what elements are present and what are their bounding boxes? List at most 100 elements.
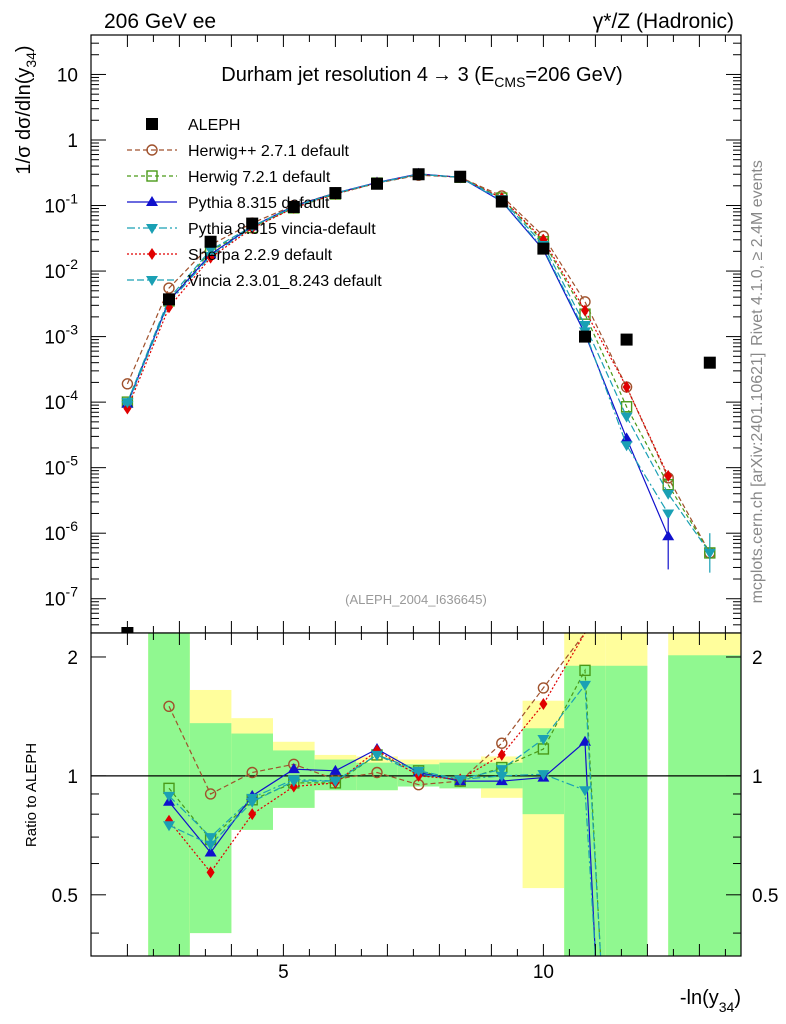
ratio-point-5-2-shape (246, 797, 259, 808)
legend-marker-5 (148, 248, 156, 260)
data-point-2 (204, 235, 217, 248)
series-point-5-2 (204, 245, 217, 256)
main-panel (91, 35, 741, 633)
ratio-point-3-8 (495, 771, 508, 782)
series-point-4-0 (123, 402, 132, 415)
data-point-11 (579, 330, 591, 343)
series-point-0-0 (121, 378, 134, 390)
ratio-frame: 0.5 0.5 1 1 2 2 5 10 (52, 632, 778, 983)
ratio-band-green-1 (189, 723, 232, 934)
ratio-point-4-8 (497, 748, 506, 761)
legend-marker-3 (146, 196, 158, 206)
data-point-5 (329, 187, 342, 200)
ratio-point-5-7 (454, 775, 467, 786)
ratio-band-green-11 (605, 665, 648, 956)
ratio-line-4 (168, 632, 586, 874)
legend-label-3: Pythia 8.315 default (188, 195, 330, 212)
ratio-axis-label: Ratio to ALEPH (23, 743, 40, 847)
ratio-point-2-1 (204, 846, 217, 857)
ratio-point-0-8 (496, 737, 508, 749)
data-point-13 (703, 356, 716, 369)
legend-label-4: Pythia 8.315 vincia-default (188, 221, 376, 238)
analysis-tag: (ALEPH_2004_I636645) (345, 592, 487, 607)
legend-label-0: ALEPH (188, 117, 240, 134)
ratio-band-green-10 (564, 665, 606, 956)
legend-label-2: Herwig 7.2.1 default (188, 169, 331, 186)
ratio-point-5-8-shape (495, 765, 508, 776)
ratio-point-3-9 (537, 770, 550, 781)
ratio-line-0 (168, 632, 586, 795)
ratio-point-5-2 (246, 797, 259, 808)
data-point-12 (620, 333, 633, 346)
series-point-0-1 (163, 282, 175, 294)
y-tick-label-4: 10-3 (44, 322, 78, 349)
series-point-2-12 (620, 432, 633, 443)
legend-marker-6-shape (146, 276, 158, 286)
ratio-point-2-4 (329, 764, 342, 775)
series-point-4-13 (664, 469, 673, 482)
ratio-point-5-9 (537, 734, 550, 745)
ratio-point-5-5 (371, 750, 383, 761)
ratio-point-5-6-shape (412, 766, 425, 777)
series-line-5 (126, 173, 711, 554)
ratio-point-5-8 (495, 765, 508, 776)
legend-label-1: Herwig++ 2.7.1 default (188, 143, 350, 160)
ratio-point-5-4-shape (329, 777, 342, 788)
series-line-2 (126, 173, 669, 537)
y-axis-label: 1/σ dσ/dln(y34) (13, 45, 39, 174)
ratio-border (90, 632, 742, 957)
ratio-point-5-10 (579, 680, 591, 691)
series-point-5-12-shape (620, 412, 633, 423)
legend-marker-6 (146, 276, 158, 286)
data-point-6 (371, 177, 383, 190)
y-tick-label-8: 10 (57, 65, 78, 86)
ratio-point-5-1-shape (204, 840, 217, 851)
data-point-9 (495, 195, 508, 208)
mcplots-label: mcplots.cern.ch [arXiv:2401.10621] (749, 353, 766, 604)
x-tick-label-0: 5 (278, 962, 289, 983)
ratio-tick-label-right-1: 1 (752, 767, 763, 788)
series-line-1 (126, 173, 711, 554)
legend-label-6: Vincia 2.3.01_8.243 default (188, 273, 382, 290)
series-point-5-13 (662, 489, 675, 500)
data-point-4 (287, 200, 300, 213)
y-tick-label-5: 10-2 (44, 256, 78, 283)
legend-marker-4 (146, 224, 158, 234)
y-tick-label-0: 10-7 (44, 584, 78, 611)
series-point-4-2 (206, 251, 215, 264)
y-tick-label-1: 10-6 (44, 518, 78, 545)
ratio-series-group (163, 632, 602, 957)
series-point-5-11-shape (579, 321, 591, 332)
ratio-point-5-10-shape (579, 680, 591, 691)
ratio-band-green-12 (668, 655, 741, 956)
ratio-line-2 (168, 740, 596, 957)
legend: ALEPH Herwig++ 2.7.1 default Herwig 7.2.1 … (127, 117, 382, 290)
ratio-point-4-1 (206, 866, 215, 879)
ratio-point-5-1 (204, 840, 217, 851)
legend-marker-2 (146, 170, 158, 182)
series-line-3 (126, 173, 669, 514)
ratio-point-0-9 (537, 682, 550, 694)
series-point-3-13 (662, 509, 675, 520)
process-label: γ*/Z (Hadronic) (593, 10, 734, 33)
ratio-point-3-10 (579, 786, 591, 797)
ratio-point-4-9 (539, 698, 548, 711)
ratio-point-0-2 (246, 766, 258, 779)
ratio-point-5-7-shape (454, 775, 467, 786)
legend-label-5: Sherpa 2.2.9 default (188, 247, 333, 264)
series-point-5-11 (579, 321, 591, 332)
energy-label: 206 GeV ee (104, 10, 216, 33)
ratio-line-3 (168, 754, 596, 957)
ratio-point-5-3-shape (287, 777, 300, 788)
ratio-point-0-1 (204, 788, 217, 800)
series-point-5-0-shape (121, 398, 134, 409)
ratio-tick-label-right-2: 2 (752, 648, 763, 669)
series-point-4-11 (581, 304, 589, 317)
ratio-tick-label-right-0: 0.5 (752, 886, 778, 907)
series-point-5-0 (121, 398, 134, 409)
ratio-point-3-1 (204, 833, 217, 844)
data-point-10 (537, 242, 550, 255)
rivet-version-label: Rivet 4.1.0, ≥ 2.4M events (749, 160, 766, 346)
chart-title: Durham jet resolution 4 → 3 (ECMS=206 GeV… (221, 64, 622, 90)
